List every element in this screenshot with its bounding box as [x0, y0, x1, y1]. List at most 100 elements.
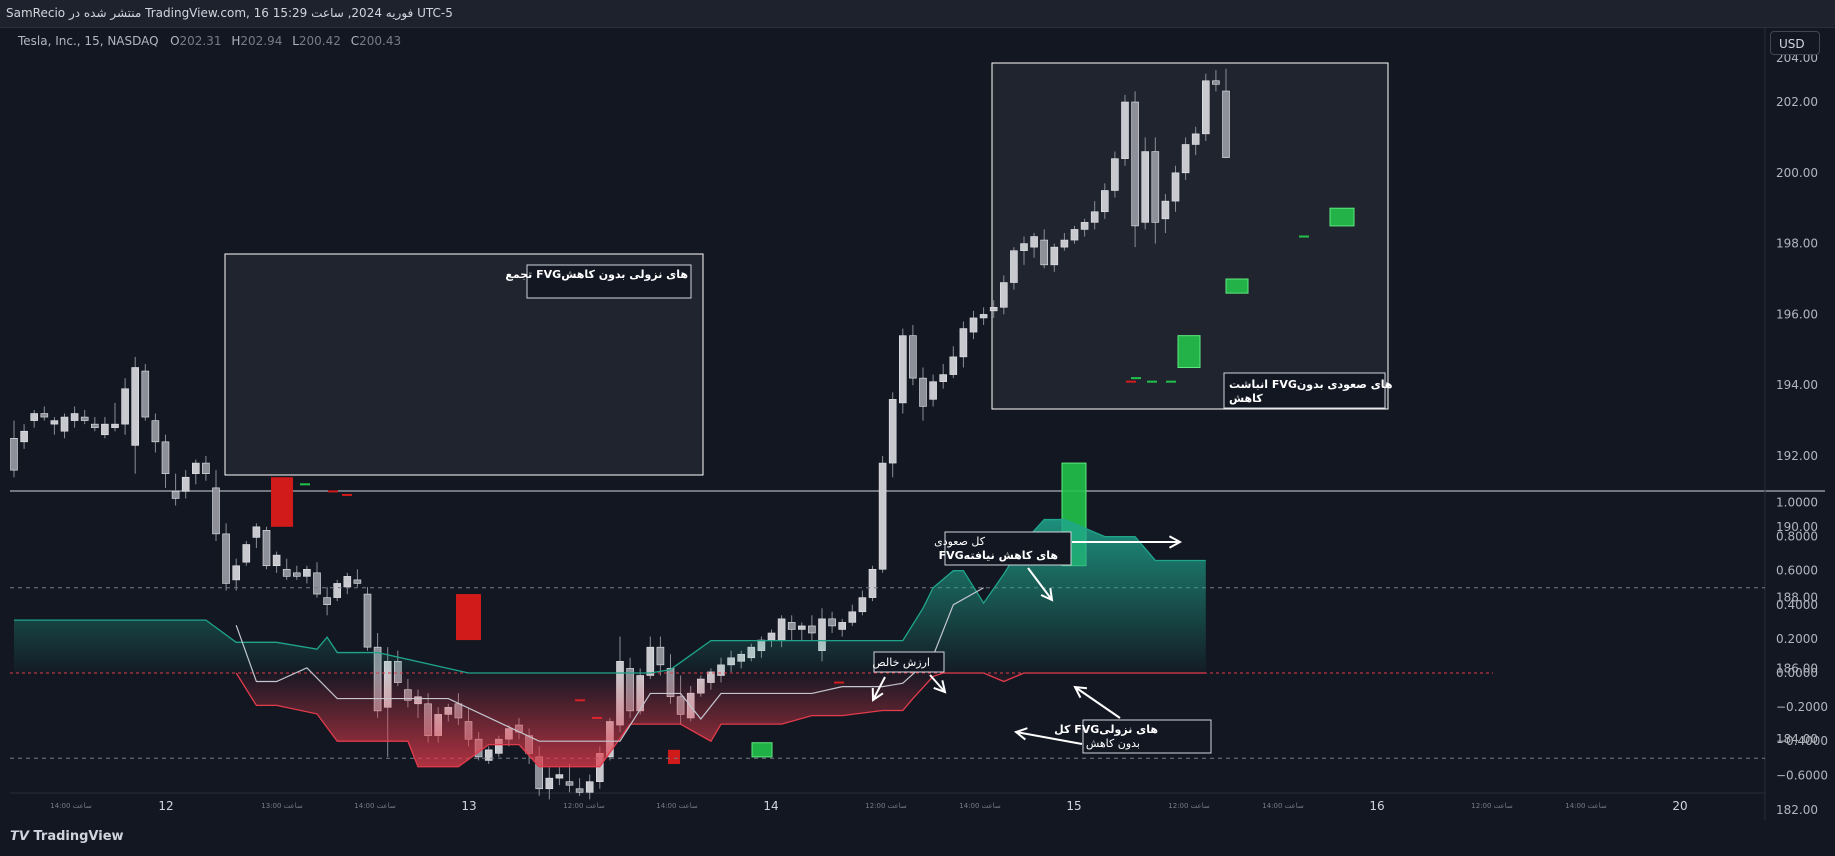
bullish-box-label-bg: [1223, 372, 1386, 409]
candle: [1050, 246, 1059, 266]
open-label: O: [170, 34, 180, 48]
net-value-line: [235, 587, 984, 742]
candle: [1161, 200, 1170, 220]
osc-tick-label: −0.2000: [1776, 700, 1828, 714]
time-axis-day-label: 12: [158, 799, 173, 813]
candle: [161, 441, 170, 474]
candle: [343, 576, 352, 588]
candle: [121, 388, 129, 425]
candle: [949, 356, 958, 375]
candle: [262, 530, 271, 567]
total-bear-label-line2: بدون کاهش: [1086, 737, 1140, 750]
candle: [1010, 250, 1018, 283]
time-axis-minor-label: 14:00 ساعت: [656, 802, 698, 810]
price-tick-label: 194.00: [1776, 378, 1818, 392]
candle: [242, 544, 251, 563]
arrow-net-right: [929, 674, 946, 693]
candle: [919, 377, 927, 407]
time-axis-minor-label: 14:00 ساعت: [1565, 802, 1607, 810]
total-bear-label-line1: کل FVGهای نزولی: [1054, 723, 1158, 736]
candle: [909, 335, 917, 379]
candle: [1121, 101, 1129, 159]
candle: [1212, 80, 1220, 85]
close-label: C: [350, 34, 360, 48]
low-label: L: [292, 34, 299, 48]
tradingview-logo: 𝙏𝙑 TradingView: [10, 829, 124, 844]
publish-info: SamRecio منتشر شده در TradingView.com, 1…: [6, 6, 453, 20]
candle: [939, 374, 948, 382]
bullish-box-label-line2: کاهش: [1229, 392, 1263, 405]
candle: [898, 335, 907, 404]
price-tick-label: 182.00: [1776, 803, 1818, 817]
candle: [181, 476, 190, 492]
brand-label: TradingView: [33, 829, 124, 844]
candle: [212, 487, 220, 535]
candle: [10, 437, 18, 471]
candle: [969, 317, 978, 333]
time-axis-minor-label: 13:00 ساعت: [261, 802, 303, 810]
footer: 𝙏𝙑 TradingView: [0, 821, 1835, 856]
candle: [30, 413, 39, 421]
candle: [91, 423, 99, 428]
candle: [1030, 236, 1038, 248]
candle: [1202, 80, 1210, 135]
time-axis-minor-label: 14:00 ساعت: [50, 802, 92, 810]
candle: [1090, 211, 1099, 223]
candle: [333, 583, 342, 598]
price-tick-label: 184.00: [1776, 732, 1818, 746]
candle: [101, 423, 109, 436]
arrow-to-bull-line: [1027, 567, 1053, 601]
time-axis-day-label: 15: [1066, 799, 1081, 813]
candle: [151, 420, 160, 443]
arrow-net-right-head: [933, 680, 947, 694]
open-value: 202.31: [179, 34, 222, 48]
currency-button[interactable]: USD: [1770, 31, 1820, 55]
candle: [70, 413, 79, 421]
candle: [272, 554, 281, 567]
bearish-total-line: [235, 672, 1206, 768]
arrow-to-bull-total-head: [1168, 535, 1183, 549]
candle: [777, 618, 786, 641]
candle: [192, 462, 200, 474]
osc-tick-label: 1.0000: [1776, 496, 1818, 510]
price-tick-label: 202.00: [1776, 95, 1818, 109]
osc-tick-label: 0.8000: [1776, 530, 1818, 544]
candle: [999, 282, 1008, 308]
arrow-to-bull-line-head: [1040, 587, 1054, 602]
candle: [484, 749, 493, 761]
high-value: 202.94: [240, 34, 283, 48]
time-axis-day-label: 13: [461, 799, 476, 813]
candle: [1222, 90, 1230, 158]
bullish-total-line: [14, 518, 1206, 674]
candle: [868, 568, 877, 598]
total-bull-label-line1: کل صعودی: [934, 535, 986, 548]
candle: [585, 781, 594, 793]
arrow-to-bear-line-head: [1013, 727, 1028, 741]
candle: [1181, 144, 1190, 174]
candle: [979, 314, 988, 319]
total-bull-label-line2: FVGهای کاهش نیافته: [939, 549, 1058, 562]
symbol-name: Tesla, Inc., 15, NASDAQ: [18, 34, 159, 48]
bearish-fvg-box: [456, 594, 481, 641]
candle: [232, 565, 240, 581]
symbol-legend: Tesla, Inc., 15, NASDAQ O202.31 H202.94 …: [18, 34, 407, 48]
bearish-box-label-bg: [526, 264, 692, 299]
price-pane: [0, 28, 1835, 490]
time-axis-minor-label: 12:00 ساعت: [563, 802, 605, 810]
candle: [303, 568, 311, 577]
candle: [828, 618, 836, 627]
candle: [363, 593, 372, 648]
time-axis-minor-label: 14:00 ساعت: [959, 802, 1001, 810]
candle: [1040, 239, 1048, 266]
candle: [80, 416, 89, 421]
price-tick-label: 200.00: [1776, 166, 1818, 180]
candle: [656, 646, 665, 666]
candle: [282, 568, 291, 577]
candle: [1020, 243, 1028, 251]
osc-tick-label: 0.4000: [1776, 598, 1818, 612]
candle: [1131, 101, 1139, 227]
candle: [545, 777, 554, 790]
bullish-fvg-box: [1177, 335, 1201, 369]
arrow-to-bear-line: [1015, 731, 1083, 745]
